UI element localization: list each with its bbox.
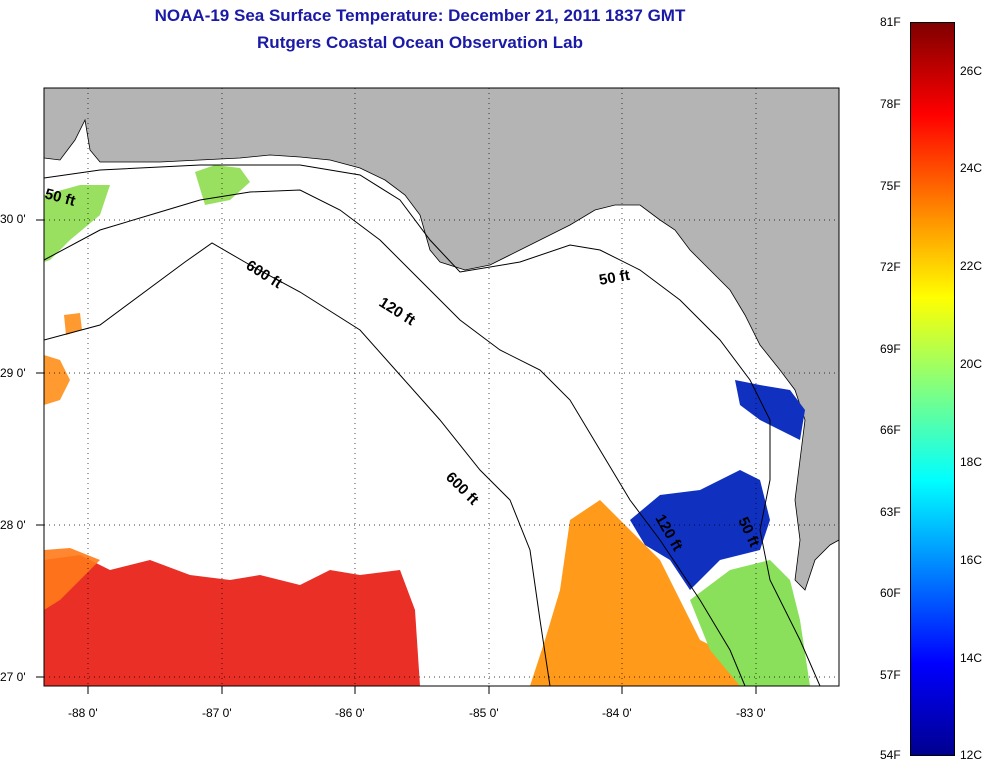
sst-patch-south-central bbox=[530, 500, 750, 686]
sst-patch-southeast-blue bbox=[630, 470, 770, 590]
sst-patch-west bbox=[44, 548, 100, 610]
colorbar-f-label: 63F bbox=[880, 505, 901, 519]
colorbar-f-label: 75F bbox=[880, 179, 901, 193]
map-frame bbox=[43, 87, 840, 687]
colorbar-c-label: 20C bbox=[960, 357, 983, 371]
colorbar-c-label: 26C bbox=[960, 64, 983, 78]
colorbar-f-label: 78F bbox=[880, 97, 901, 111]
temperature-colorbar bbox=[910, 22, 955, 756]
colorbar-f-label: 81F bbox=[880, 15, 901, 29]
colorbar-f-label: 72F bbox=[880, 260, 901, 274]
lat-tick-label: 29 0' bbox=[0, 366, 26, 380]
figure-subtitle: Rutgers Coastal Ocean Observation Lab bbox=[257, 33, 583, 52]
colorbar-c-label: 22C bbox=[960, 259, 983, 273]
land-florida bbox=[44, 88, 839, 591]
lon-tick-label: -87 0' bbox=[202, 706, 232, 720]
isobath-120ft bbox=[44, 189, 746, 686]
sst-patch-bigbend-blue bbox=[735, 380, 805, 440]
lon-tick-label: -85 0' bbox=[469, 706, 499, 720]
colorbar-c-label: 24C bbox=[960, 161, 983, 175]
lat-tick-label: 27 0' bbox=[0, 670, 26, 684]
isobath-50ft bbox=[44, 164, 821, 686]
colorbar-c-label: 12C bbox=[960, 748, 983, 762]
lat-tick-label: 28 0' bbox=[0, 518, 26, 532]
colorbar-f-label: 69F bbox=[880, 342, 901, 356]
sst-patch-north-green bbox=[195, 165, 250, 205]
contour-label: 50 ft bbox=[598, 267, 631, 289]
colorbar-f-label: 66F bbox=[880, 423, 901, 437]
colorbar-f-label: 60F bbox=[880, 586, 901, 600]
lon-tick-label: -86 0' bbox=[335, 706, 365, 720]
lon-tick-label: -88 0' bbox=[68, 706, 98, 720]
colorbar-c-label: 14C bbox=[960, 651, 983, 665]
axis-ticks bbox=[36, 219, 757, 694]
sst-patch-nw-green bbox=[44, 185, 110, 262]
sst-patch-west-orange bbox=[44, 313, 82, 405]
colorbar-c-label: 18C bbox=[960, 455, 983, 469]
colorbar-f-label: 57F bbox=[880, 668, 901, 682]
lat-tick-label: 30 0' bbox=[0, 212, 26, 226]
sst-patch-southeast-green bbox=[690, 560, 810, 686]
colorbar-f-label: 54F bbox=[880, 748, 901, 762]
colorbar-c-label: 16C bbox=[960, 553, 983, 567]
sst-patch-southwest bbox=[44, 555, 420, 686]
lon-tick-label: -83 0' bbox=[736, 706, 766, 720]
isobath-600ft bbox=[44, 242, 551, 686]
figure-title: NOAA-19 Sea Surface Temperature: Decembe… bbox=[154, 6, 686, 25]
lon-tick-label: -84 0' bbox=[602, 706, 632, 720]
